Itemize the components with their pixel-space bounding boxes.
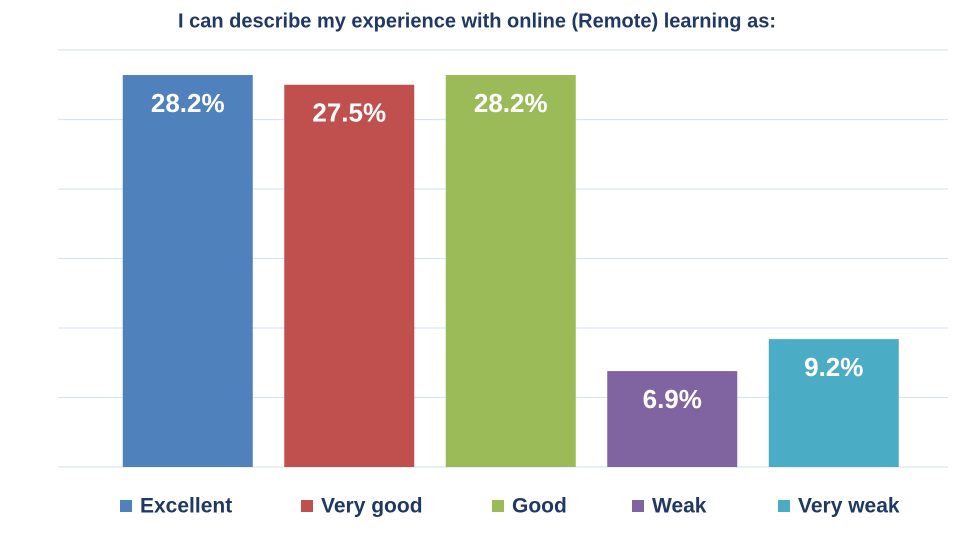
- legend-swatch: [778, 500, 790, 512]
- legend-swatch: [492, 500, 504, 512]
- legend-label: Good: [512, 495, 567, 518]
- data-label: 27.5%: [312, 98, 386, 128]
- legend-label: Very good: [321, 495, 423, 518]
- bar: [122, 75, 253, 468]
- legend-swatch: [632, 500, 644, 512]
- legend-label: Weak: [652, 495, 707, 518]
- chart-title: I can describe my experience with online…: [178, 10, 776, 32]
- bar: [445, 75, 576, 468]
- legend-swatch: [301, 500, 313, 512]
- bar: [284, 84, 415, 467]
- bar: [607, 371, 738, 467]
- legend-label: Very weak: [798, 495, 900, 518]
- data-label: 6.9%: [643, 384, 702, 414]
- data-label: 28.2%: [474, 88, 548, 118]
- data-label: 28.2%: [151, 88, 225, 118]
- legend-swatch: [120, 500, 132, 512]
- bar: [768, 339, 899, 467]
- legend-label: Excellent: [140, 495, 232, 518]
- data-label: 9.2%: [804, 352, 863, 382]
